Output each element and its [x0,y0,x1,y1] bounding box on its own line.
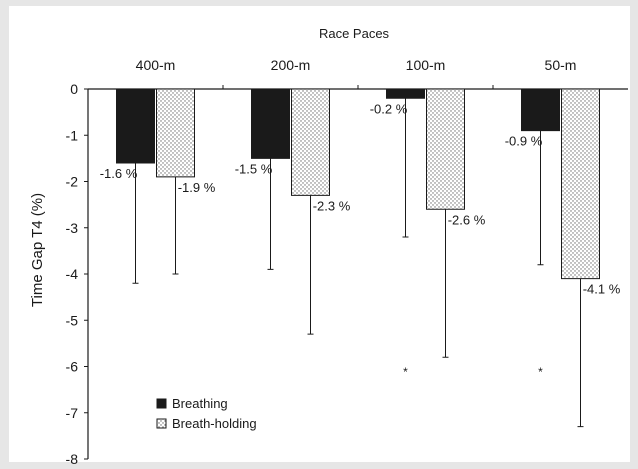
legend-swatch [156,398,167,409]
chart-title: Race Paces [319,26,390,41]
bar-breathing [386,88,425,99]
data-label: -1.9 % [178,180,216,195]
y-tick-label: -2 [66,174,79,190]
data-label: -0.9 % [505,134,543,149]
bar-breath-holding [561,88,600,280]
y-tick-label: -4 [66,266,79,282]
y-tick-label: -7 [66,405,79,421]
legend-label: Breath-holding [172,416,257,431]
x-tick-label: 400-m [136,57,176,73]
bar-breath-holding [291,88,330,196]
legend-label: Breathing [172,396,228,411]
y-tick-label: -3 [66,220,79,236]
data-label: -2.3 % [313,198,351,213]
data-label: -2.6 % [448,212,486,227]
bar-breathing [251,88,290,159]
data-label: -4.1 % [583,282,621,297]
y-tick-label: -6 [66,359,79,375]
chart-frame [9,6,630,462]
bar-breathing [116,88,155,164]
legend: Breathing Breath-holding [156,396,257,431]
y-tick-label: -8 [66,451,79,467]
data-label: -1.5 % [235,161,273,176]
x-tick-label: 200-m [271,57,311,73]
y-tick-label: 0 [70,81,78,97]
legend-swatch [156,418,167,429]
bar-breathing [521,88,560,132]
data-label: -1.6 % [100,166,138,181]
y-tick-label: -1 [66,127,79,143]
significance-marker: * [538,365,543,379]
data-label: -0.2 % [370,101,408,116]
significance-marker: * [403,365,408,379]
y-tick-label: -5 [66,312,79,328]
y-axis-label: Time Gap T4 (%) [29,193,46,307]
bar-breath-holding [156,88,195,178]
bar-breath-holding [426,88,465,210]
x-tick-label: 100-m [406,57,446,73]
x-tick-label: 50-m [545,57,577,73]
